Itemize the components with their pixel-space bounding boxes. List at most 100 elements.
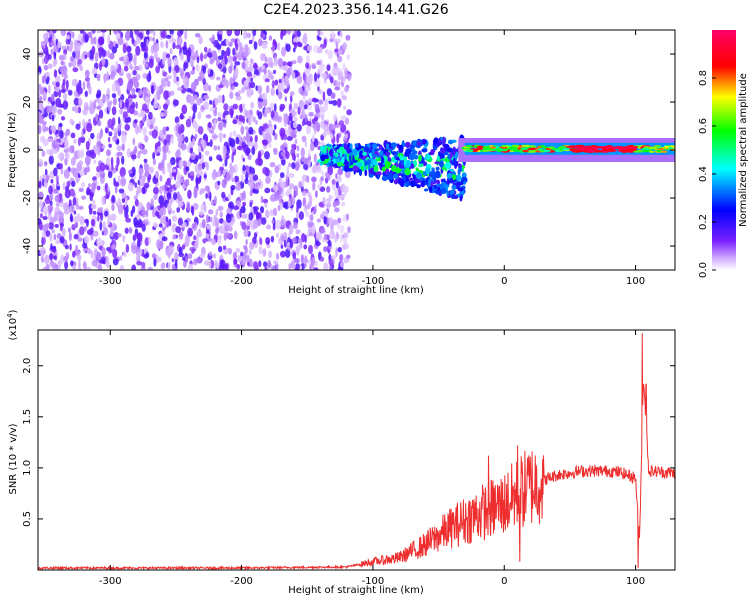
spectrogram-cell [191, 248, 195, 255]
spectrogram-cell [642, 149, 649, 153]
spectrogram-cell [177, 134, 184, 144]
spectrogram-cell [133, 40, 137, 47]
spectrogram-cell [262, 97, 268, 108]
spectrogram-cell [154, 42, 160, 53]
spectrogram-cell [120, 31, 124, 39]
spectrogram-cell [82, 261, 87, 270]
spectrogram-cell [207, 237, 213, 242]
spectrogram-cell [526, 150, 537, 153]
spectrogram-cell [79, 149, 85, 159]
spectrogram-cell [260, 53, 265, 62]
spectrogram-cell [136, 185, 142, 194]
spectrogram-cell [194, 33, 201, 38]
spectrogram-cell [78, 160, 84, 166]
spectrogram-cell [119, 108, 124, 115]
spectrogram-cell [440, 153, 445, 160]
spectrogram-cell [314, 116, 319, 122]
spectrogram-cell [520, 147, 528, 151]
spectrogram-cell [421, 138, 427, 145]
spectrogram-cell [145, 252, 150, 258]
spectrogram-cell [319, 256, 325, 262]
spectrogram-cell [261, 92, 268, 100]
spectrogram-cell [656, 149, 662, 153]
spectrogram-cell [62, 78, 66, 86]
spectrogram-cell [216, 154, 222, 161]
spectrogram-cell [453, 195, 459, 200]
spectrogram-cell [203, 203, 207, 213]
spectrogram-cell [334, 234, 338, 244]
spectrogram-cell [38, 201, 44, 209]
spectrogram-cell [341, 95, 347, 101]
spectrogram-cell [197, 142, 202, 147]
spectrogram-cell [343, 232, 349, 239]
spectrogram-cell [286, 136, 293, 141]
spectrogram-cell [291, 108, 295, 118]
spectrogram-cell [243, 30, 248, 40]
spectrogram-cell [227, 247, 233, 255]
spectrogram-cell [164, 107, 168, 118]
spectrogram-cell [126, 81, 133, 92]
spectrogram-cell [168, 245, 174, 255]
spectrogram-cell [390, 142, 397, 148]
spectrogram-cell [356, 162, 363, 168]
spectrogram-cell [102, 221, 106, 230]
spectrogram-cell [85, 140, 90, 151]
spectrogram-cell [214, 259, 218, 268]
spectrogram-cell [86, 187, 91, 195]
spectrogram-cell [110, 70, 115, 80]
spectrogram-cell [259, 66, 262, 72]
spectrogram-cell [203, 174, 207, 179]
spectrogram-cell [232, 251, 238, 260]
spectrogram-cell [197, 76, 203, 82]
spectrogram-cell [96, 185, 101, 191]
spectrogram-cell [311, 134, 315, 143]
spectrogram-cell [331, 179, 336, 185]
x-tick-label: -100 [362, 576, 385, 587]
spectrogram-cell [508, 146, 516, 149]
spectrogram-cell [397, 172, 402, 176]
spectrogram-cell [144, 182, 150, 189]
spectrogram-cell [120, 94, 125, 101]
spectrogram-cell [253, 232, 258, 240]
spectrogram-cell [445, 161, 451, 170]
spectrogram-cell [114, 181, 120, 187]
spectrogram-cell [260, 30, 264, 38]
spectrogram-cell [101, 247, 106, 257]
spectrogram-cell [227, 54, 232, 64]
spectrogram-cell [107, 35, 111, 45]
spectrogram-cell [279, 172, 285, 179]
spectrogram-cell [227, 233, 232, 239]
spectrogram-cell [72, 67, 79, 73]
spectrogram-cell [91, 259, 98, 267]
spectrogram-cell [285, 248, 291, 259]
spectrogram-cell [262, 248, 267, 257]
spectrogram-cell [82, 247, 88, 252]
spectrogram-cell [241, 221, 247, 231]
spectrogram-cell [230, 138, 236, 148]
spectrogram-cell [438, 160, 444, 168]
spectrogram-cell [69, 243, 72, 251]
spectrogram-cell [649, 150, 655, 153]
spectrogram-cell [39, 246, 46, 257]
spectrogram-cell [197, 166, 203, 171]
spectrogram-cell [303, 244, 308, 250]
spectrogram-cell [46, 106, 50, 114]
spectrogram-cell [339, 146, 344, 150]
spectrogram-cell [147, 111, 153, 120]
spectrogram-cell [572, 150, 582, 153]
spectrogram-cell [366, 159, 371, 165]
spectrogram-cell [430, 174, 436, 179]
spectrogram-cell [273, 56, 278, 67]
spectrogram-cell [140, 144, 143, 151]
spectrogram-cell [328, 217, 334, 226]
spectrogram-cell [107, 214, 112, 223]
spectrogram-cell [308, 73, 313, 83]
spectrogram-cell [186, 161, 192, 168]
spectrogram-cell [211, 221, 216, 227]
spectrogram-cell [397, 152, 404, 158]
spectrogram-cell [152, 37, 156, 42]
spectrogram-cell [153, 194, 158, 201]
spectrogram-cell [38, 111, 41, 116]
spectrogram-cell [273, 260, 279, 265]
spectrogram-cell [184, 235, 190, 245]
